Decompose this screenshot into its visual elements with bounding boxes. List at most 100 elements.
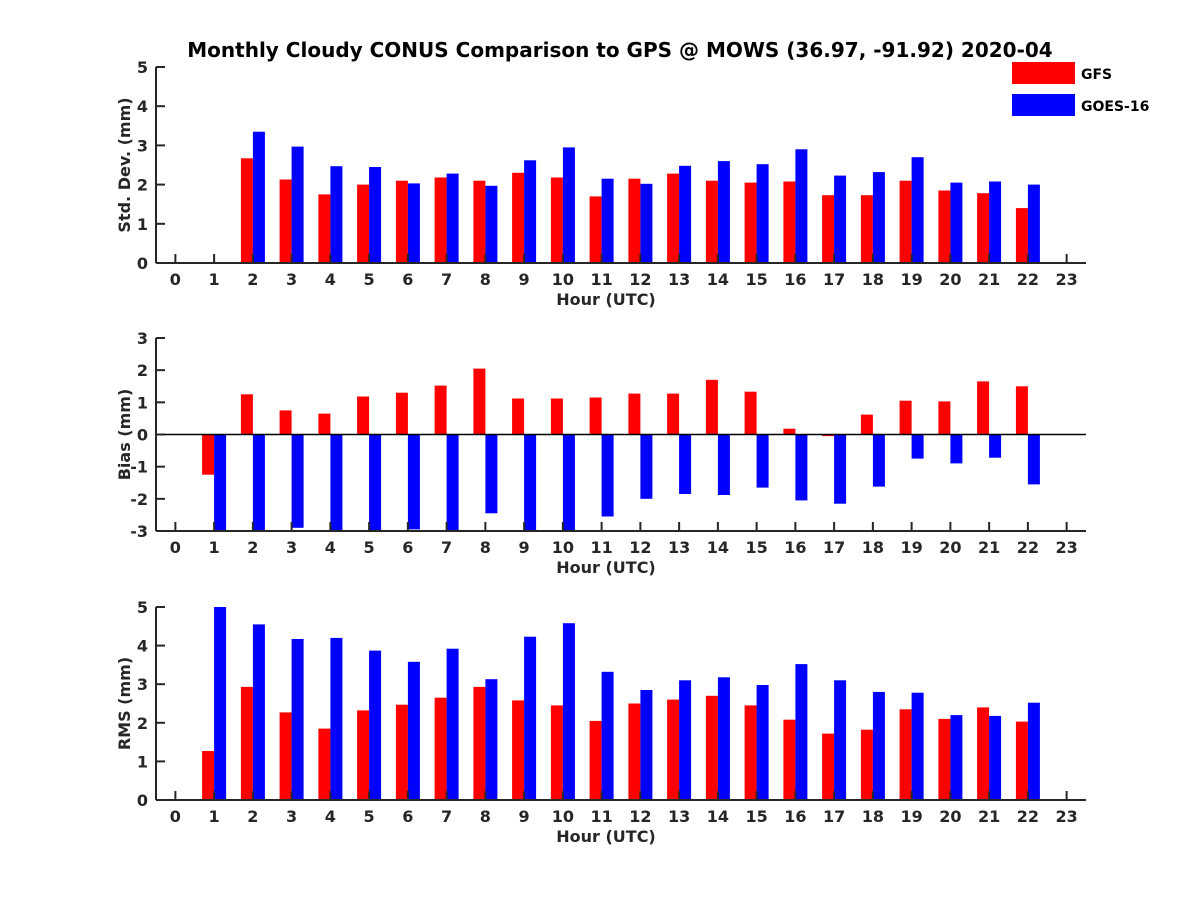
bar-stddev-goes16-14 bbox=[717, 161, 730, 263]
bar-stddev-goes16-15 bbox=[756, 164, 769, 263]
x-tick-label-rms: 1 bbox=[209, 807, 220, 826]
x-tick-label-rms: 22 bbox=[1017, 807, 1039, 826]
x-tick-label-stddev: 4 bbox=[325, 270, 336, 289]
bar-bias-goes16-22 bbox=[1027, 434, 1040, 485]
y-tick-label-bias: 3 bbox=[137, 329, 148, 348]
x-tick-label-rms: 10 bbox=[552, 807, 574, 826]
x-tick-label-stddev: 2 bbox=[247, 270, 258, 289]
bar-stddev-goes16-20 bbox=[950, 182, 963, 263]
x-tick-label-bias: 9 bbox=[519, 538, 530, 557]
bar-bias-goes16-4 bbox=[330, 434, 343, 531]
bar-rms-gfs-17 bbox=[822, 733, 835, 800]
bar-stddev-goes16-9 bbox=[524, 160, 537, 263]
bar-bias-gfs-13 bbox=[667, 393, 680, 435]
bar-bias-goes16-16 bbox=[795, 434, 808, 501]
bar-bias-goes16-10 bbox=[562, 434, 575, 531]
x-tick-label-stddev: 14 bbox=[707, 270, 729, 289]
bar-rms-gfs-5 bbox=[357, 710, 370, 800]
legend-swatch-gfs bbox=[1012, 62, 1075, 84]
bar-bias-gfs-8 bbox=[473, 368, 486, 435]
bar-stddev-gfs-5 bbox=[357, 184, 370, 263]
x-tick-label-bias: 4 bbox=[325, 538, 336, 557]
bar-rms-goes16-11 bbox=[601, 671, 614, 800]
bar-stddev-goes16-18 bbox=[872, 172, 885, 263]
y-tick-label-bias: -2 bbox=[130, 490, 148, 509]
bar-bias-goes16-9 bbox=[524, 434, 537, 531]
bar-rms-gfs-6 bbox=[395, 704, 408, 800]
x-tick-label-bias: 17 bbox=[823, 538, 845, 557]
bar-stddev-gfs-12 bbox=[628, 178, 641, 263]
bar-rms-goes16-2 bbox=[252, 624, 265, 800]
x-tick-label-rms: 19 bbox=[900, 807, 922, 826]
x-tick-label-bias: 8 bbox=[480, 538, 491, 557]
bar-stddev-gfs-18 bbox=[860, 195, 873, 263]
y-tick-label-rms: 3 bbox=[137, 675, 148, 694]
bar-rms-gfs-15 bbox=[744, 705, 757, 800]
legend-label-gfs: GFS bbox=[1081, 67, 1112, 83]
bar-bias-goes16-11 bbox=[601, 434, 614, 517]
bar-rms-gfs-11 bbox=[589, 720, 602, 800]
bar-stddev-gfs-7 bbox=[434, 177, 447, 263]
y-tick-label-rms: 5 bbox=[137, 598, 148, 617]
x-tick-label-rms: 16 bbox=[784, 807, 806, 826]
x-tick-label-rms: 13 bbox=[668, 807, 690, 826]
bar-stddev-goes16-22 bbox=[1027, 184, 1040, 263]
x-tick-label-rms: 12 bbox=[629, 807, 651, 826]
bar-stddev-goes16-12 bbox=[640, 183, 653, 263]
bar-rms-goes16-1 bbox=[214, 607, 227, 800]
x-tick-label-stddev: 3 bbox=[286, 270, 297, 289]
x-tick-label-bias: 23 bbox=[1055, 538, 1077, 557]
bar-bias-gfs-9 bbox=[512, 398, 525, 435]
x-tick-label-stddev: 0 bbox=[170, 270, 181, 289]
bar-rms-gfs-22 bbox=[1015, 721, 1028, 800]
bar-stddev-goes16-21 bbox=[989, 181, 1002, 263]
x-tick-label-stddev: 7 bbox=[441, 270, 452, 289]
bar-bias-gfs-10 bbox=[550, 398, 563, 435]
bar-bias-gfs-7 bbox=[434, 385, 447, 435]
x-tick-label-stddev: 16 bbox=[784, 270, 806, 289]
y-tick-label-stddev: 1 bbox=[137, 215, 148, 234]
x-tick-label-rms: 11 bbox=[590, 807, 612, 826]
bar-rms-gfs-16 bbox=[783, 719, 796, 800]
bar-rms-goes16-3 bbox=[291, 639, 304, 800]
bar-bias-gfs-14 bbox=[705, 379, 718, 435]
x-tick-label-bias: 2 bbox=[247, 538, 258, 557]
bar-stddev-goes16-6 bbox=[407, 183, 420, 263]
y-tick-label-bias: 0 bbox=[137, 426, 148, 445]
bar-stddev-goes16-13 bbox=[679, 165, 692, 263]
bar-bias-gfs-22 bbox=[1015, 386, 1028, 435]
bar-stddev-goes16-7 bbox=[446, 173, 459, 263]
bar-rms-gfs-20 bbox=[938, 718, 951, 800]
bar-rms-gfs-13 bbox=[667, 699, 680, 800]
bar-stddev-gfs-3 bbox=[279, 179, 292, 263]
bar-stddev-goes16-10 bbox=[562, 147, 575, 263]
bar-stddev-goes16-3 bbox=[291, 146, 304, 263]
y-axis-label-rms: RMS (mm) bbox=[115, 657, 134, 750]
x-tick-label-bias: 21 bbox=[978, 538, 1000, 557]
bar-bias-goes16-19 bbox=[911, 434, 924, 459]
bar-rms-gfs-3 bbox=[279, 712, 292, 800]
bar-stddev-gfs-21 bbox=[977, 193, 990, 263]
bar-bias-gfs-4 bbox=[318, 413, 331, 435]
x-tick-label-stddev: 17 bbox=[823, 270, 845, 289]
x-tick-label-rms: 14 bbox=[707, 807, 729, 826]
bar-stddev-gfs-8 bbox=[473, 180, 486, 263]
bar-stddev-gfs-13 bbox=[667, 173, 680, 263]
x-tick-label-bias: 5 bbox=[364, 538, 375, 557]
bar-stddev-gfs-20 bbox=[938, 190, 951, 263]
bar-bias-gfs-11 bbox=[589, 397, 602, 435]
y-axis-label-stddev: Std. Dev. (mm) bbox=[115, 97, 134, 232]
x-axis-label-bias: Hour (UTC) bbox=[556, 558, 656, 577]
y-tick-label-rms: 2 bbox=[137, 714, 148, 733]
bar-rms-gfs-19 bbox=[899, 709, 912, 800]
x-tick-label-bias: 19 bbox=[900, 538, 922, 557]
x-tick-label-rms: 4 bbox=[325, 807, 336, 826]
y-tick-label-stddev: 0 bbox=[137, 254, 148, 273]
bar-stddev-goes16-16 bbox=[795, 149, 808, 263]
y-axis-label-bias: Bias (mm) bbox=[115, 389, 134, 481]
bar-rms-goes16-7 bbox=[446, 648, 459, 800]
bar-stddev-goes16-11 bbox=[601, 178, 614, 263]
bar-bias-goes16-14 bbox=[717, 434, 730, 495]
